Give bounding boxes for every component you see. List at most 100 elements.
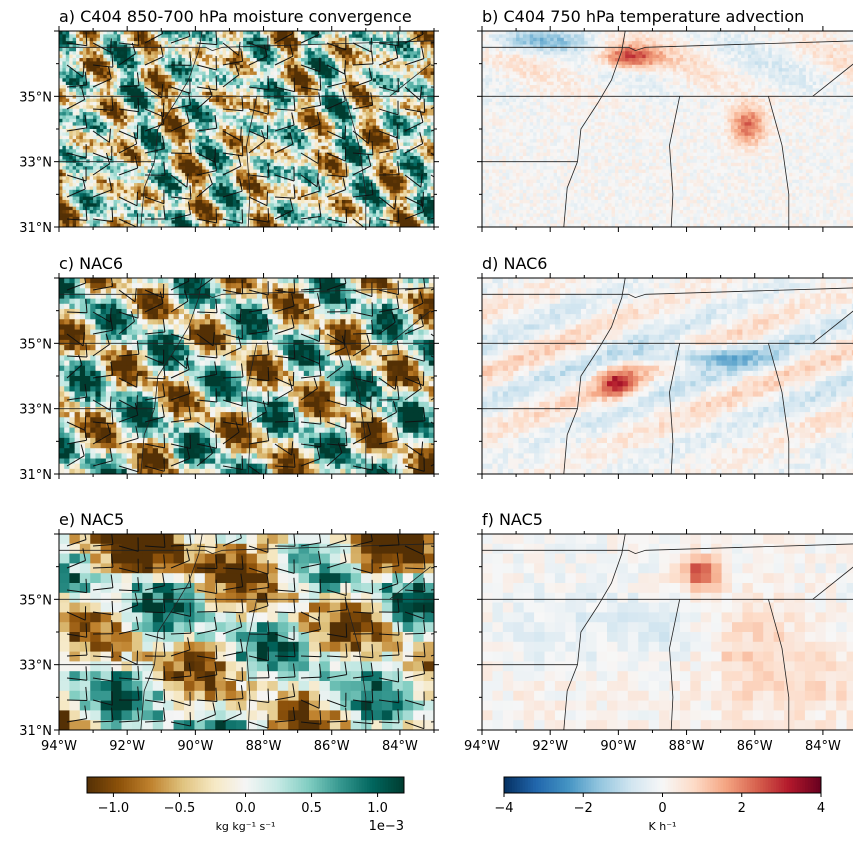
wind-barb [66, 677, 87, 681]
y-tick-label: 35°N [19, 337, 52, 352]
wind-barb [326, 539, 347, 547]
wind-barb [118, 655, 138, 665]
colorbar-swatch [548, 777, 553, 793]
colorbar-swatch [630, 777, 634, 793]
wind-barb [274, 196, 296, 199]
wind-barb [66, 439, 87, 445]
wind-barb-flag [109, 396, 112, 411]
wind-barb-flag [394, 375, 397, 390]
wind-barb-flag [111, 600, 114, 615]
colorbar-swatch [192, 777, 196, 793]
wind-barb-flag [370, 181, 374, 195]
colorbar-swatch [330, 777, 334, 793]
y-tick-label: 35°N [19, 593, 52, 608]
colorbar-swatch [599, 777, 603, 793]
colorbar-swatch [105, 777, 109, 793]
wind-barb-flag [163, 688, 166, 703]
wind-barb-flag [450, 433, 451, 447]
wind-barb [300, 305, 321, 313]
wind-barb-flag [449, 26, 451, 39]
wind-barb-flag [215, 298, 218, 313]
wind-barb [248, 218, 269, 223]
colorbar-swatch [345, 777, 350, 793]
wind-barbs-e [66, 534, 434, 730]
wind-barb-flag [109, 448, 113, 461]
wind-barb [274, 55, 294, 66]
wind-barb-flag [293, 407, 296, 422]
wind-barb-flag [239, 308, 242, 323]
wind-barb [170, 152, 192, 155]
wind-barb [196, 183, 213, 198]
wind-barb [196, 699, 217, 702]
colorbar-swatch [245, 777, 249, 793]
wind-barb [144, 465, 165, 472]
wind-barb [144, 86, 162, 99]
wind-barb [144, 633, 165, 640]
wind-barb-flag [215, 388, 218, 403]
heatmap-field-b [482, 31, 853, 227]
colorbar-swatch [266, 777, 270, 793]
wind-barb-flag [423, 577, 426, 592]
wind-barb-flag [341, 335, 346, 348]
wind-barb-flag [417, 377, 422, 389]
colorbar-swatch [110, 777, 114, 793]
wind-barb-flag [84, 114, 88, 128]
wind-barb-flag [421, 441, 424, 456]
wind-barb [352, 675, 373, 679]
wind-barb [274, 589, 295, 592]
wind-barb-flag [293, 642, 296, 657]
wind-barb [274, 719, 295, 723]
wind-barb [196, 64, 217, 71]
wind-barb [196, 589, 217, 594]
wind-barb [118, 589, 140, 592]
wind-barb [300, 288, 321, 291]
wind-barb [274, 327, 295, 335]
wind-barb [274, 305, 295, 313]
wind-barb [92, 677, 113, 682]
wind-barb [196, 170, 217, 176]
colorbar-swatch [343, 777, 347, 793]
wind-barb-flag [371, 456, 374, 471]
wind-barb-flag [344, 534, 347, 541]
wind-barb [404, 211, 424, 220]
wind-barb-flag [317, 178, 321, 191]
wind-barb [378, 218, 399, 223]
wind-barb [196, 399, 217, 403]
colorbar-swatch [367, 777, 371, 793]
wind-barb [274, 655, 296, 658]
wind-barb [144, 585, 165, 591]
colorbar-swatch [219, 777, 223, 793]
wind-barb [66, 311, 88, 314]
wind-barb [144, 699, 165, 704]
wind-barb [378, 354, 399, 357]
state-border [389, 63, 431, 97]
wind-barb-flag [82, 176, 86, 190]
colorbar-swatch [102, 777, 106, 793]
state-border [812, 63, 853, 97]
wind-barb [326, 282, 347, 291]
colorbar-swatch [784, 777, 788, 793]
colorbar-swatch [237, 777, 241, 793]
wind-barb-flag [293, 453, 296, 468]
colorbar-swatch [617, 777, 621, 793]
wind-barb [222, 586, 243, 591]
wind-barb [404, 567, 426, 570]
wind-barb [222, 42, 240, 56]
colorbar-swatch [799, 777, 804, 793]
state-border [563, 31, 626, 227]
wind-barb [118, 311, 139, 319]
wind-barb [404, 589, 425, 592]
wind-barb [248, 699, 269, 703]
colorbar-swatch [644, 777, 648, 793]
colorbar-swatch [332, 777, 336, 793]
colorbar-swatch [797, 777, 801, 793]
wind-barb-flag [397, 534, 400, 545]
wind-barb-flag [397, 207, 400, 222]
wind-barb [326, 561, 347, 569]
wind-barb [118, 143, 137, 154]
wind-barb-flag [366, 334, 371, 346]
colorbar-swatch [741, 777, 745, 793]
colorbar-swatch [694, 777, 698, 793]
wind-barb [326, 421, 347, 430]
colorbar-label: kg kg⁻¹ s⁻¹ [216, 820, 276, 833]
